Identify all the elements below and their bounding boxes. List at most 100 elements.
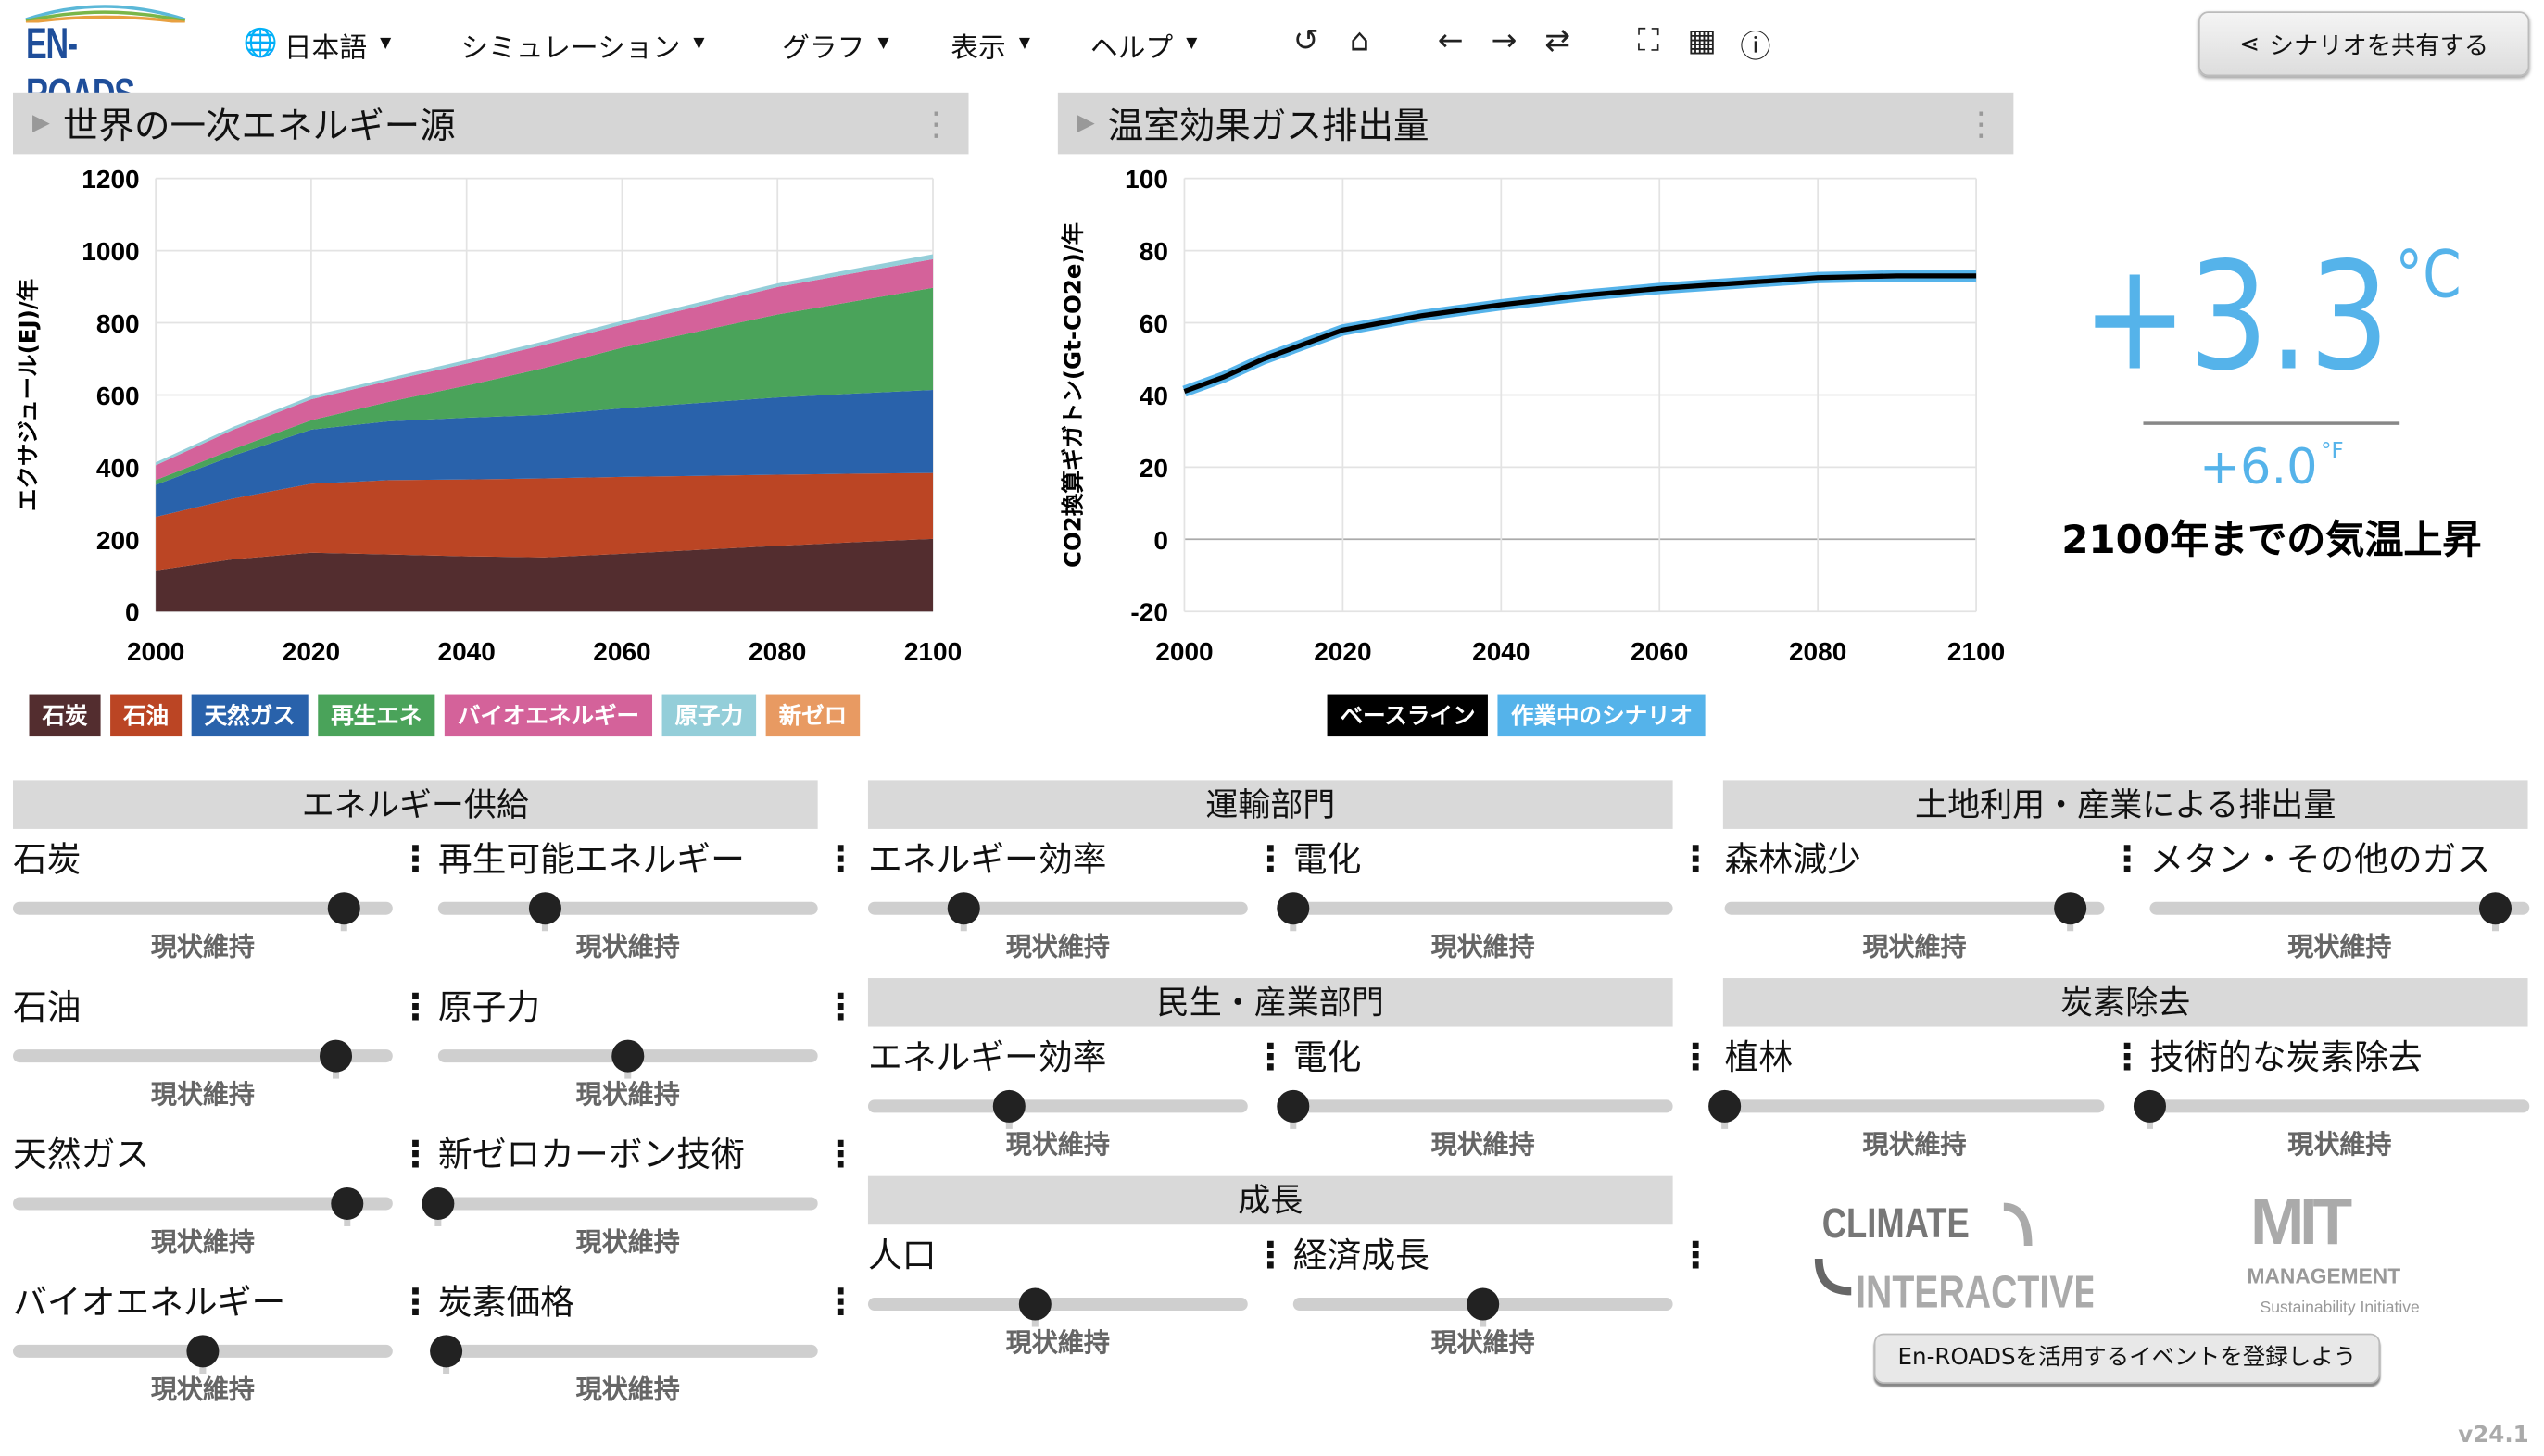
slider-thumb[interactable]	[2478, 892, 2512, 925]
slider-thumb[interactable]	[611, 1039, 645, 1073]
area-series	[156, 287, 933, 485]
legend-current-scenario[interactable]: 作業中のシナリオ	[1497, 694, 1706, 737]
slider-thumb[interactable]	[331, 1186, 364, 1220]
x-tick-label: 2000	[1155, 637, 1213, 666]
more-menu-icon[interactable]: ⋮	[1253, 840, 1289, 881]
more-menu-icon[interactable]: ⋮	[397, 1135, 434, 1176]
menu-language[interactable]: 🌐 日本語 ▼	[244, 23, 392, 66]
more-menu-icon[interactable]: ⋮	[1677, 1037, 1714, 1079]
share-scenario-button[interactable]: ⋖ シナリオを共有する	[2198, 11, 2530, 77]
back-icon[interactable]: ←	[1437, 22, 1464, 59]
more-menu-icon[interactable]: ⋮	[919, 104, 953, 144]
slider-track[interactable]	[2149, 1099, 2530, 1113]
slider-thumb[interactable]	[946, 892, 979, 925]
slider-track[interactable]	[13, 1197, 393, 1211]
energy-chart-header[interactable]: ▶ 世界の一次エネルギー源 ⋮	[13, 92, 969, 155]
slider-control: 再生可能エネルギー ⋮ 現状維持	[437, 840, 858, 973]
slider-track[interactable]	[867, 1099, 1248, 1113]
more-menu-icon[interactable]: ⋮	[397, 987, 434, 1029]
info-icon[interactable]: ⓘ	[1740, 29, 1771, 66]
area-series	[156, 389, 933, 518]
slider-track[interactable]	[1292, 901, 1673, 915]
more-menu-icon[interactable]: ⋮	[397, 1283, 434, 1324]
more-menu-icon[interactable]: ⋮	[1964, 104, 1997, 144]
share-icon: ⋖	[2239, 29, 2261, 59]
slider-track[interactable]	[13, 901, 393, 915]
status-quo-label: 現状維持	[1430, 1326, 1535, 1358]
status-quo-label: 現状維持	[150, 1078, 255, 1110]
slider-thumb[interactable]	[1277, 892, 1310, 925]
climate-interactive-logo[interactable]: CLIMATE INTERACTIVE	[1809, 1194, 2098, 1321]
slider-thumb[interactable]	[528, 892, 561, 925]
menu-help[interactable]: ヘルプ ▼	[1090, 23, 1197, 66]
slider-track[interactable]	[1292, 1099, 1673, 1113]
more-menu-icon[interactable]: ⋮	[1677, 840, 1714, 881]
en-roads-logo[interactable]: EN-ROADS	[23, 0, 194, 119]
menu-graphs[interactable]: グラフ ▼	[782, 23, 888, 66]
mit-management-logo[interactable]: MIT MANAGEMENT Sustainability Initiative	[2244, 1186, 2462, 1323]
slider-track[interactable]	[867, 901, 1248, 915]
emissions-chart-header[interactable]: ▶ 温室効果ガス排出量 ⋮	[1057, 92, 2014, 155]
register-event-button[interactable]: En-ROADSを活用するイベントを登録しよう	[1873, 1333, 2381, 1384]
more-menu-icon[interactable]: ⋮	[822, 1283, 859, 1324]
slider-thumb[interactable]	[1018, 1287, 1052, 1321]
legend-item[interactable]: 再生エネ	[318, 694, 435, 737]
menu-label: 表示	[951, 31, 1006, 65]
y-tick-label: 800	[96, 309, 140, 338]
slider-track[interactable]	[13, 1049, 393, 1063]
more-menu-icon[interactable]: ⋮	[822, 987, 859, 1029]
legend-item[interactable]: 新ゼロ	[765, 694, 861, 737]
slider-label: 電化	[1292, 1037, 1362, 1077]
more-menu-icon[interactable]: ⋮	[2109, 840, 2146, 881]
more-menu-icon[interactable]: ⋮	[1253, 1037, 1289, 1079]
slider-thumb[interactable]	[186, 1335, 220, 1368]
slider-thumb[interactable]	[2133, 1089, 2166, 1123]
undo-icon[interactable]: ↺	[1292, 22, 1319, 59]
more-menu-icon[interactable]: ⋮	[397, 840, 434, 881]
forward-icon[interactable]: →	[1491, 22, 1518, 59]
more-menu-icon[interactable]: ⋮	[822, 1135, 859, 1176]
slider-track[interactable]	[437, 1197, 818, 1211]
slider-label: 電化	[1292, 840, 1362, 880]
more-menu-icon[interactable]: ⋮	[2109, 1037, 2146, 1079]
slider-track[interactable]	[1724, 1099, 2105, 1113]
slider-label: 森林減少	[1724, 840, 1861, 880]
expand-triangle-icon: ▶	[1077, 110, 1095, 137]
menu-simulation[interactable]: シミュレーション ▼	[460, 23, 704, 66]
more-menu-icon[interactable]: ⋮	[822, 840, 859, 881]
section-energy-supply: エネルギー供給	[13, 780, 818, 829]
legend-item[interactable]: バイオエネルギー	[444, 694, 653, 737]
slider-track[interactable]	[1724, 901, 2105, 915]
slider-thumb[interactable]	[2054, 892, 2087, 925]
slider-thumb[interactable]	[1277, 1089, 1310, 1123]
redo-icon[interactable]: ⇄	[1544, 22, 1571, 59]
slider-track[interactable]	[867, 1298, 1248, 1312]
more-menu-icon[interactable]: ⋮	[1677, 1236, 1714, 1277]
legend-item[interactable]: 天然ガス	[191, 694, 309, 737]
slider-label: 炭素価格	[437, 1283, 574, 1323]
slider-thumb[interactable]	[1708, 1089, 1742, 1123]
fullscreen-icon[interactable]: ⛶	[1637, 22, 1659, 59]
table-icon[interactable]: ▦	[1687, 22, 1717, 59]
legend-item[interactable]: 石炭	[29, 694, 101, 737]
slider-track[interactable]	[437, 901, 818, 915]
slider-thumb[interactable]	[1467, 1287, 1500, 1321]
slider-thumb[interactable]	[422, 1186, 455, 1220]
legend-baseline[interactable]: ベースライン	[1327, 694, 1489, 737]
more-menu-icon[interactable]: ⋮	[1253, 1236, 1289, 1277]
slider-track[interactable]	[2149, 901, 2530, 915]
more-menu-icon[interactable]: ⋮	[2535, 1040, 2544, 1077]
temp-celsius: +3.3	[2081, 230, 2390, 405]
legend-item[interactable]: 原子力	[661, 694, 757, 737]
more-menu-icon[interactable]: ⋮	[2535, 843, 2544, 880]
menu-view[interactable]: 表示 ▼	[951, 23, 1030, 66]
home-icon[interactable]: ⌂	[1350, 22, 1370, 59]
slider-track[interactable]	[437, 1344, 818, 1358]
svg-text:MIT: MIT	[2250, 1189, 2352, 1259]
slider-thumb[interactable]	[319, 1039, 352, 1073]
legend-item[interactable]: 石油	[110, 694, 183, 737]
slider-thumb[interactable]	[327, 892, 360, 925]
slider-thumb[interactable]	[429, 1335, 462, 1368]
slider-thumb[interactable]	[992, 1089, 1026, 1123]
